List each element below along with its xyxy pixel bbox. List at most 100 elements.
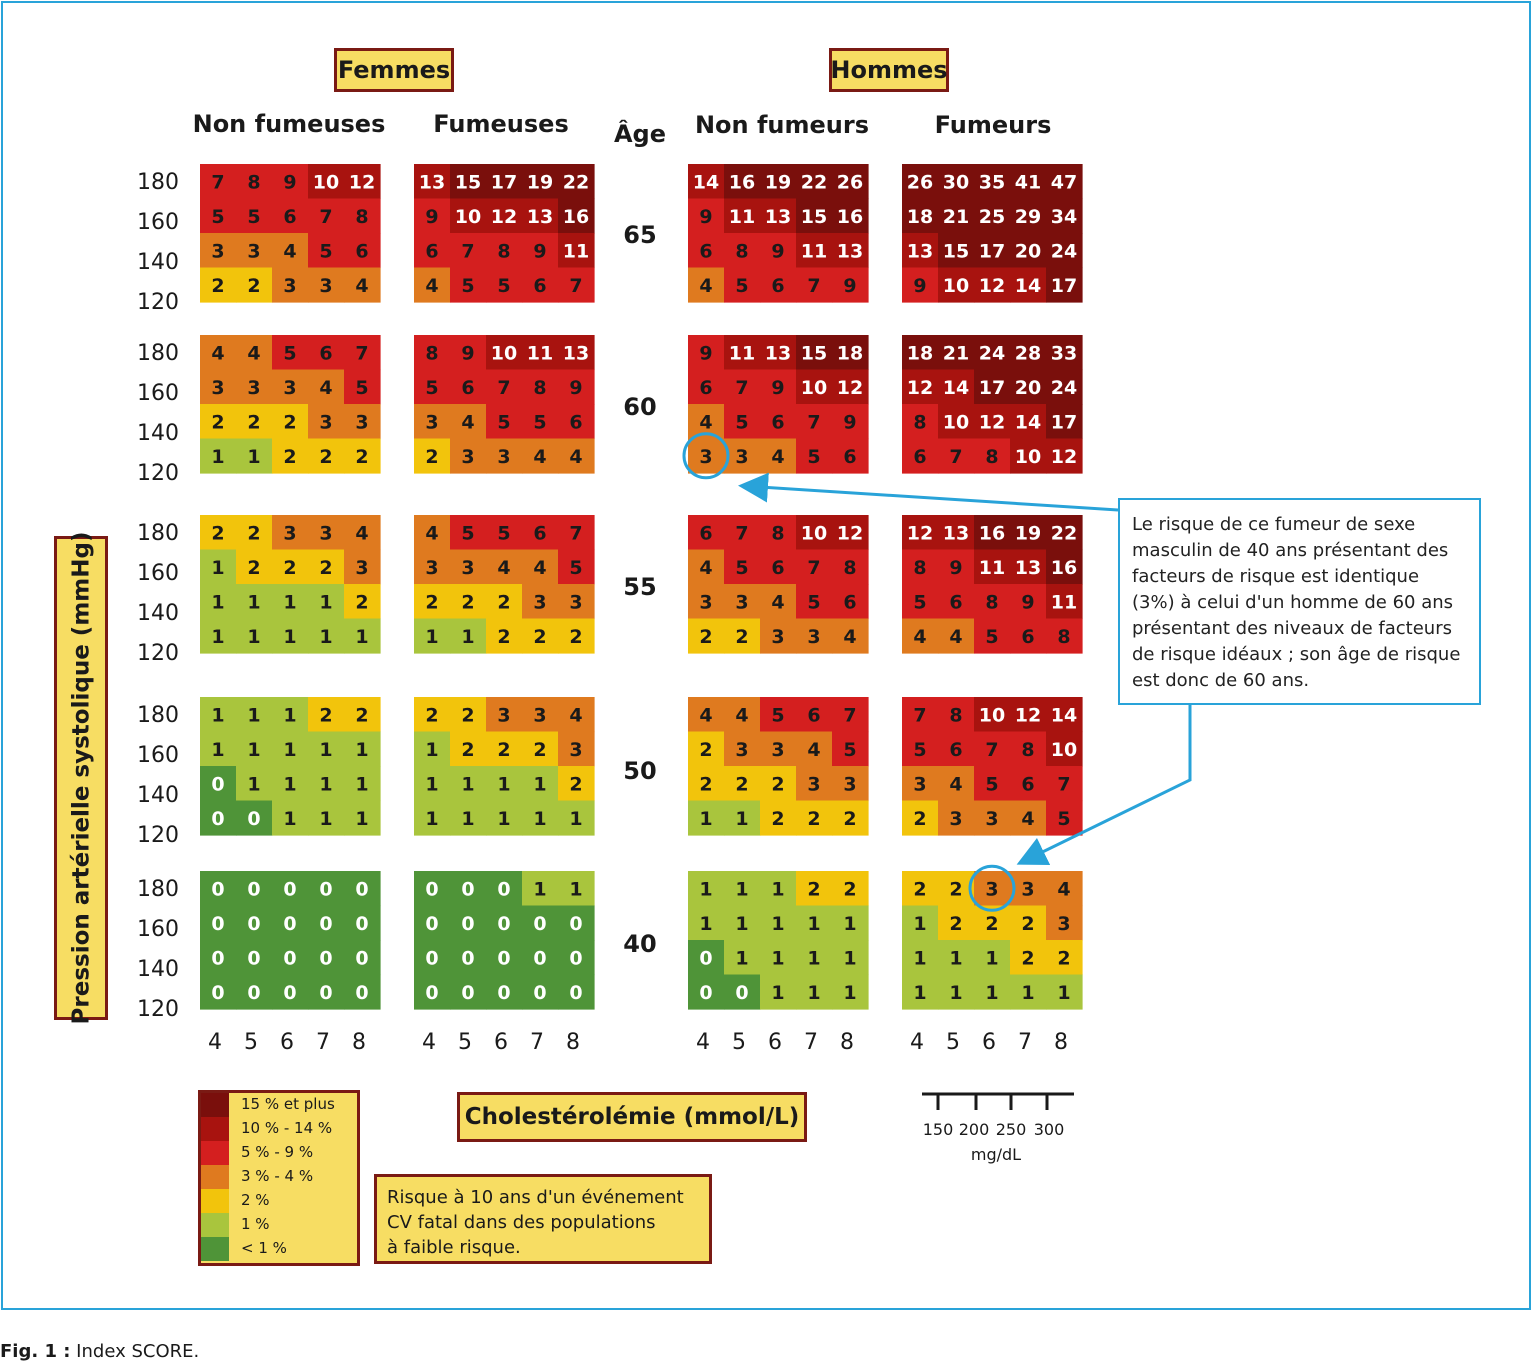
risk-value: 0 (533, 913, 546, 935)
risk-cell (688, 731, 725, 767)
risk-value: 4 (771, 591, 784, 613)
risk-value: 1 (247, 773, 260, 795)
risk-cell (1046, 233, 1083, 269)
risk-value: 0 (735, 982, 748, 1004)
risk-cell (558, 584, 595, 620)
risk-value: 3 (735, 446, 748, 468)
risk-value: 4 (425, 522, 438, 544)
risk-value: 0 (461, 878, 474, 900)
risk-cell (974, 731, 1011, 767)
risk-value: 10 (801, 522, 827, 544)
risk-value: 6 (949, 591, 962, 613)
risk-value: 3 (807, 626, 820, 648)
sbp-tick-label: 160 (137, 381, 179, 406)
risk-cell (558, 800, 595, 836)
risk-value: 0 (533, 982, 546, 1004)
risk-cell (308, 549, 345, 585)
legend-label: 1 % (241, 1215, 270, 1233)
legend-swatch (201, 1189, 229, 1213)
risk-value: 5 (913, 739, 926, 761)
risk-cell (450, 438, 487, 474)
risk-cell (1010, 584, 1047, 620)
risk-value: 0 (533, 947, 546, 969)
risk-value: 3 (461, 557, 474, 579)
risk-cell (486, 731, 523, 767)
risk-value: 8 (913, 557, 926, 579)
risk-cell (974, 618, 1011, 654)
risk-value: 0 (319, 947, 332, 969)
risk-value: 20 (1015, 377, 1041, 399)
risk-cell (558, 404, 595, 440)
risk-cell (414, 731, 451, 767)
risk-value: 1 (985, 947, 998, 969)
risk-cell (272, 871, 309, 907)
risk-value: 9 (699, 342, 712, 364)
risk-value: 1 (425, 808, 438, 830)
risk-cell (236, 515, 273, 551)
risk-cell (522, 905, 559, 941)
risk-cell (272, 267, 309, 303)
risk-cell (938, 731, 975, 767)
legend-swatch (201, 1141, 229, 1165)
risk-cell (414, 800, 451, 836)
risk-cell (938, 549, 975, 585)
risk-cell (236, 369, 273, 405)
age-label: 60 (623, 393, 656, 421)
risk-value: 1 (699, 913, 712, 935)
risk-cell (344, 766, 381, 802)
risk-value: 5 (355, 377, 368, 399)
legend-swatch (201, 1093, 229, 1117)
risk-cell (724, 404, 761, 440)
risk-value: 10 (455, 206, 481, 228)
risk-value: 0 (355, 913, 368, 935)
risk-value: 6 (771, 411, 784, 433)
cholesterol-tick-label: 4 (910, 1030, 924, 1055)
risk-value: 16 (563, 206, 589, 228)
risk-value: 47 (1051, 171, 1077, 193)
callout-arrow-upper (738, 472, 1119, 512)
risk-cell (832, 940, 869, 976)
risk-value: 0 (283, 947, 296, 969)
risk-value: 1 (913, 947, 926, 969)
risk-cell (450, 515, 487, 551)
sbp-tick-label: 120 (137, 461, 179, 486)
risk-value: 1 (461, 808, 474, 830)
risk-value: 0 (211, 878, 224, 900)
risk-value: 0 (461, 913, 474, 935)
risk-value: 9 (949, 557, 962, 579)
risk-value: 2 (211, 411, 224, 433)
risk-value: 8 (985, 591, 998, 613)
risk-value: 2 (949, 878, 962, 900)
risk-value: 2 (319, 557, 332, 579)
risk-value: 1 (247, 446, 260, 468)
risk-value: 1 (735, 808, 748, 830)
risk-value: 11 (979, 557, 1005, 579)
risk-cell (450, 549, 487, 585)
risk-cell (724, 198, 761, 234)
risk-cell (974, 584, 1011, 620)
risk-value: 26 (907, 171, 933, 193)
risk-value: 4 (699, 411, 712, 433)
risk-value: 2 (425, 704, 438, 726)
risk-value: 4 (735, 704, 748, 726)
risk-cell (938, 766, 975, 802)
risk-cell (236, 584, 273, 620)
sbp-tick-label: 180 (137, 521, 179, 546)
sbp-tick-label: 180 (137, 341, 179, 366)
risk-cell (938, 974, 975, 1010)
risk-cell (344, 404, 381, 440)
risk-cell (832, 267, 869, 303)
risk-cell (796, 335, 833, 371)
risk-value: 5 (247, 206, 260, 228)
risk-cell (450, 618, 487, 654)
risk-cell (486, 164, 523, 200)
risk-value: 4 (949, 626, 962, 648)
risk-cell (832, 438, 869, 474)
risk-cell (200, 974, 237, 1010)
risk-value: 1 (319, 739, 332, 761)
risk-value: 22 (563, 171, 589, 193)
risk-value: 7 (807, 411, 820, 433)
risk-value: 9 (699, 206, 712, 228)
risk-cell (486, 871, 523, 907)
risk-cell (486, 198, 523, 234)
